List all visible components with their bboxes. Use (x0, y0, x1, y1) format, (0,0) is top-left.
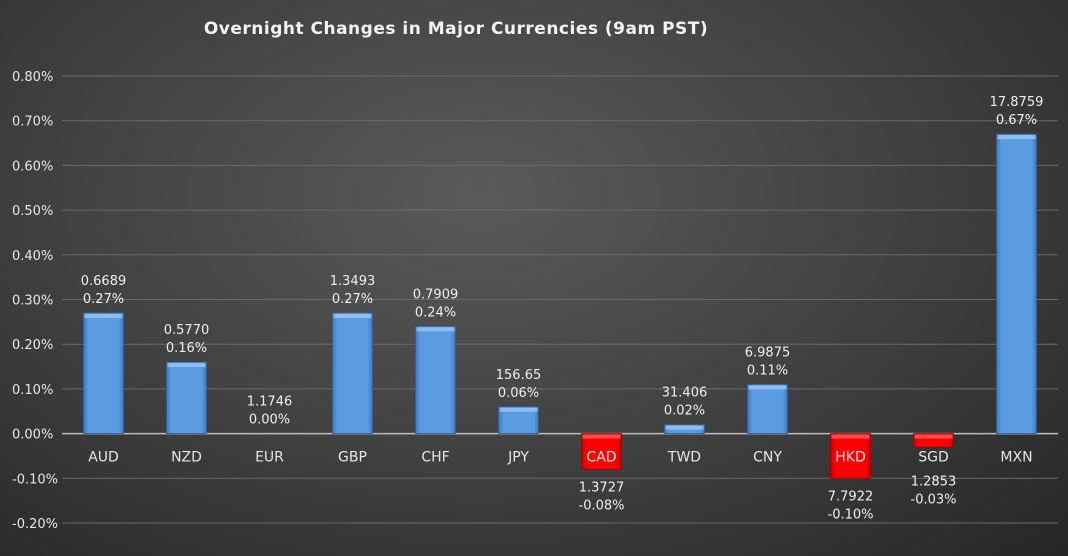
y-tick-label: 0.20% (12, 338, 53, 353)
percent-label: 0.67% (996, 113, 1037, 128)
x-tick-label: HKD (835, 450, 866, 466)
rate-label: 0.5770 (164, 323, 210, 338)
y-tick-label: 0.80% (12, 70, 53, 85)
percent-label: 0.24% (415, 305, 456, 320)
bar-highlight (831, 434, 870, 439)
x-tick-label: SGD (918, 450, 949, 466)
percent-label: 0.16% (166, 341, 207, 356)
rate-label: 1.2853 (911, 475, 957, 490)
bar-highlight (84, 313, 123, 318)
chart-title: Overnight Changes in Major Currencies (9… (204, 19, 708, 39)
rate-label: 0.7909 (413, 287, 459, 302)
rate-label: 17.8759 (990, 95, 1044, 110)
x-tick-label: TWD (667, 450, 701, 466)
rate-label: 6.9875 (745, 345, 791, 360)
percent-label: -0.08% (579, 498, 625, 513)
x-tick-label: GBP (338, 450, 367, 466)
x-tick-label: CNY (753, 450, 782, 466)
bar-cny (747, 384, 788, 434)
rate-label: 1.3493 (330, 274, 376, 289)
y-tick-label: 0.70% (12, 115, 53, 130)
percent-label: 0.02% (664, 404, 705, 419)
bar-highlight (499, 407, 538, 412)
x-tick-label: CHF (421, 450, 449, 466)
rate-label: 156.65 (496, 368, 542, 383)
percent-label: -0.03% (911, 493, 957, 508)
rate-label: 0.6689 (81, 274, 127, 289)
bar-aud (83, 312, 124, 435)
y-tick-label: -0.20% (12, 517, 58, 532)
percent-label: 0.27% (83, 292, 124, 307)
bar-highlight (914, 434, 953, 439)
bar-cad (581, 433, 622, 470)
rate-label: 1.3727 (579, 480, 625, 495)
bar-highlight (416, 327, 455, 332)
y-tick-label: 0.50% (12, 204, 53, 219)
y-tick-label: 0.60% (12, 159, 53, 174)
percent-label: 0.11% (747, 363, 788, 378)
percent-label: 0.27% (332, 292, 373, 307)
rate-label: 31.406 (662, 386, 708, 401)
bar-gbp (332, 312, 373, 435)
percent-label: -0.10% (828, 507, 874, 522)
bar-mxn (996, 133, 1037, 434)
rate-label: 1.1746 (247, 395, 293, 410)
y-tick-label: 0.10% (12, 383, 53, 398)
x-tick-label: CAD (586, 450, 616, 466)
bar-highlight (748, 385, 787, 390)
bar-chf (415, 325, 456, 435)
bar-highlight (997, 135, 1036, 140)
x-tick-label: EUR (255, 450, 284, 466)
x-tick-label: NZD (171, 450, 202, 466)
bar-highlight (665, 425, 704, 430)
x-tick-label: MXN (1000, 450, 1032, 466)
rate-label: 7.7922 (828, 489, 874, 504)
y-tick-label: -0.10% (12, 472, 58, 487)
bar-hkd (830, 433, 871, 479)
percent-label: 0.00% (249, 413, 290, 428)
x-tick-label: JPY (507, 450, 529, 466)
bar-highlight (333, 313, 372, 318)
bar-highlight (582, 434, 621, 439)
y-tick-label: 0.00% (12, 428, 53, 443)
bar-highlight (167, 363, 206, 368)
bar-nzd (166, 361, 207, 434)
y-tick-label: 0.40% (12, 249, 53, 264)
percent-label: 0.06% (498, 386, 539, 401)
y-tick-label: 0.30% (12, 294, 53, 309)
x-tick-label: AUD (88, 450, 119, 466)
